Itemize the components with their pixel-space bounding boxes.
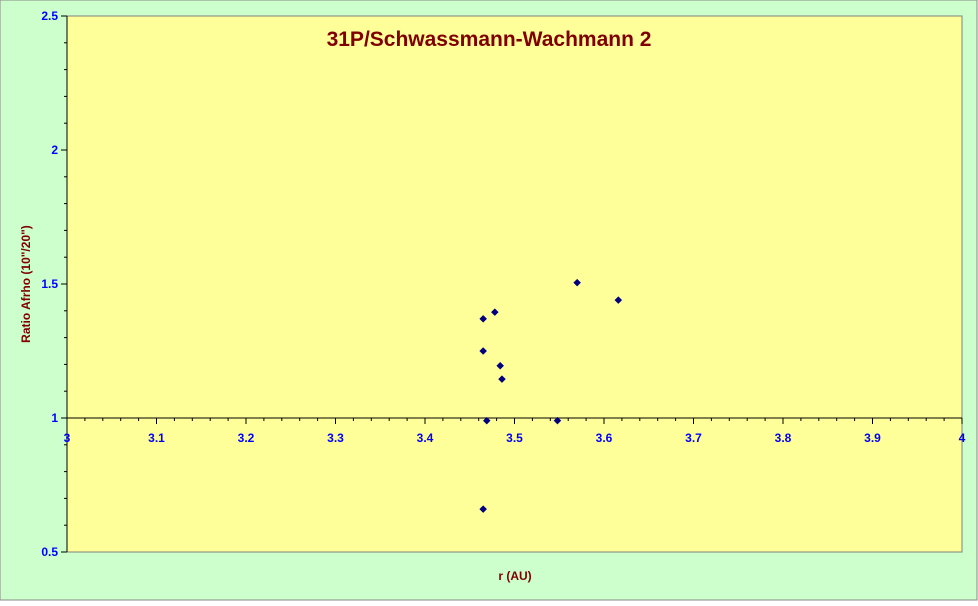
data-point: [553, 416, 562, 425]
x-tick-label: 3: [64, 431, 71, 445]
data-point: [498, 375, 506, 383]
y-tick-label: 1.5: [41, 277, 58, 291]
data-point: [479, 347, 488, 355]
data-point: [573, 278, 582, 287]
y-tick-label: 2: [51, 143, 58, 157]
x-tick-label: 3.5: [506, 431, 523, 445]
y-tick-label: 0.5: [41, 545, 58, 559]
x-axis-title: r (AU): [498, 569, 531, 583]
y-axis-title: Ratio Afrho (10"/20"): [19, 225, 33, 343]
data-point: [482, 416, 491, 425]
data-point: [490, 308, 499, 316]
y-tick-label: 2.5: [41, 9, 58, 23]
x-tick-label: 3.8: [775, 431, 792, 445]
data-series: [479, 278, 623, 513]
data-point: [479, 314, 488, 323]
data-point: [496, 361, 505, 370]
x-tick-label: 3.3: [327, 431, 344, 445]
chart-title: 31P/Schwassmann-Wachmann 2: [327, 28, 652, 51]
data-point: [479, 505, 488, 513]
plot-area-background: [66, 15, 963, 553]
x-tick-label: 3.7: [685, 431, 702, 445]
x-tick-label: 3.2: [238, 431, 255, 445]
x-axis: 3 3.1 3.2 3.3 3.4 3.5 3.6 3.7 3.8 3.9 4: [64, 417, 966, 445]
y-axis: 0.5 1 1.5 2 2.5: [41, 9, 68, 559]
y-tick-label: 1: [51, 411, 58, 425]
x-tick-label: 3.9: [864, 431, 881, 445]
x-tick-label: 3.6: [596, 431, 613, 445]
x-tick-label: 3.4: [417, 431, 434, 445]
data-point: [614, 296, 623, 304]
x-tick-label: 3.1: [148, 431, 165, 445]
x-tick-label: 4: [959, 431, 966, 445]
